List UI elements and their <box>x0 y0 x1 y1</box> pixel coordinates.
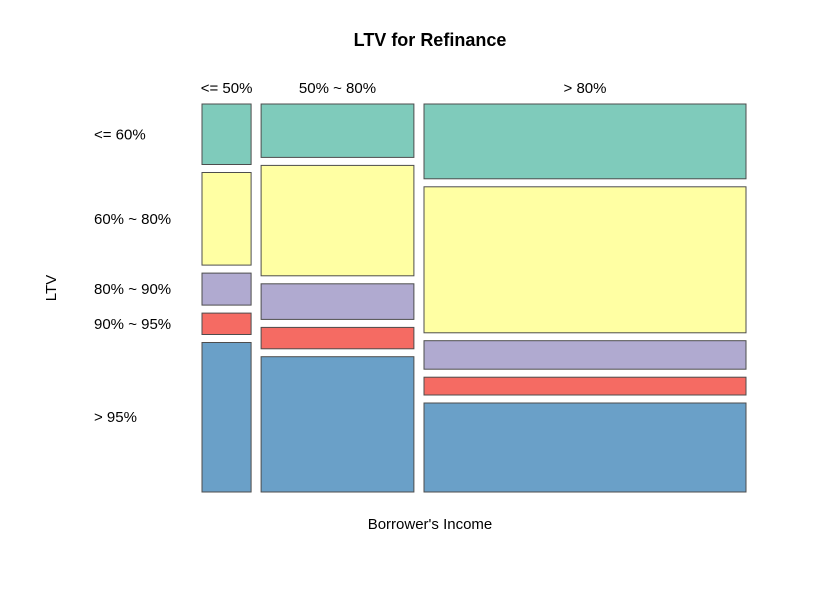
mosaic-tile <box>201 272 252 306</box>
mosaic-tile <box>260 283 415 320</box>
y-tick-labels: <= 60% 60% ~ 80% 80% ~ 90% 90% ~ 95% > 95% <box>94 126 171 426</box>
x-tick-label: <= 50% <box>201 80 253 97</box>
mosaic-tile <box>260 326 415 350</box>
x-tick-label: 50% ~ 80% <box>299 80 376 97</box>
y-tick-label: 80% ~ 90% <box>94 281 171 298</box>
x-axis-label: Borrower's Income <box>368 516 493 533</box>
mosaic-tile <box>260 103 415 158</box>
mosaic-tile <box>423 103 747 180</box>
mosaic-tile <box>423 186 747 334</box>
y-tick-label: > 95% <box>94 409 137 426</box>
mosaic-tile <box>423 402 747 493</box>
x-tick-label: > 80% <box>564 80 607 97</box>
mosaic-tiles <box>201 103 747 493</box>
y-tick-label: <= 60% <box>94 126 146 143</box>
y-axis-label: LTV <box>43 275 60 301</box>
mosaic-tile <box>423 376 747 396</box>
mosaic-tile <box>201 312 252 336</box>
mosaic-tile <box>201 342 252 493</box>
chart-title: LTV for Refinance <box>354 30 507 50</box>
mosaic-tile <box>260 164 415 277</box>
mosaic-tile <box>201 103 252 165</box>
mosaic-tile <box>423 340 747 370</box>
y-tick-label: 60% ~ 80% <box>94 211 171 228</box>
mosaic-tile <box>201 172 252 266</box>
mosaic-tile <box>260 356 415 493</box>
y-tick-label: 90% ~ 95% <box>94 316 171 333</box>
x-tick-labels: <= 50% 50% ~ 80% > 80% <box>201 80 607 97</box>
